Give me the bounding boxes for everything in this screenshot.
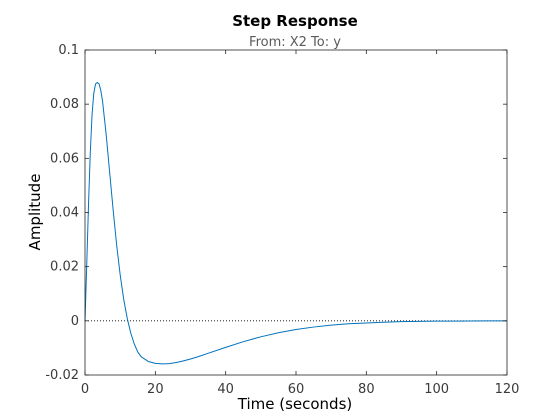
x-tick-label: 60	[288, 382, 305, 397]
y-axis-label: Amplitude	[26, 174, 44, 251]
y-tick-label: -0.02	[45, 368, 79, 383]
x-axis-label: Time (seconds)	[237, 395, 353, 413]
chart-subtitle: From: X2 To: y	[249, 35, 341, 50]
y-tick-label: 0.02	[50, 260, 79, 275]
y-tick-label: 0.04	[50, 206, 79, 221]
x-ticks: 0 20 40 60 80 100 120	[81, 50, 520, 397]
series-layer	[84, 82, 508, 365]
x-tick-label: 100	[424, 382, 449, 397]
plot-area	[85, 50, 507, 375]
y-tick-label: 0.08	[50, 97, 79, 112]
x-tick-label: 40	[217, 382, 234, 397]
y-tick-label: 0.06	[50, 151, 79, 166]
chart-title: Step Response	[232, 12, 358, 30]
series-line-0	[84, 82, 508, 365]
x-tick-label: 20	[147, 382, 164, 397]
x-tick-label: 80	[358, 382, 375, 397]
y-tick-label: 0.1	[58, 43, 79, 58]
x-tick-label: 120	[495, 382, 520, 397]
x-tick-label: 0	[81, 382, 89, 397]
y-ticks: -0.02 0 0.02 0.04 0.06 0.08 0.1	[45, 43, 507, 383]
y-tick-label: 0	[71, 314, 79, 329]
